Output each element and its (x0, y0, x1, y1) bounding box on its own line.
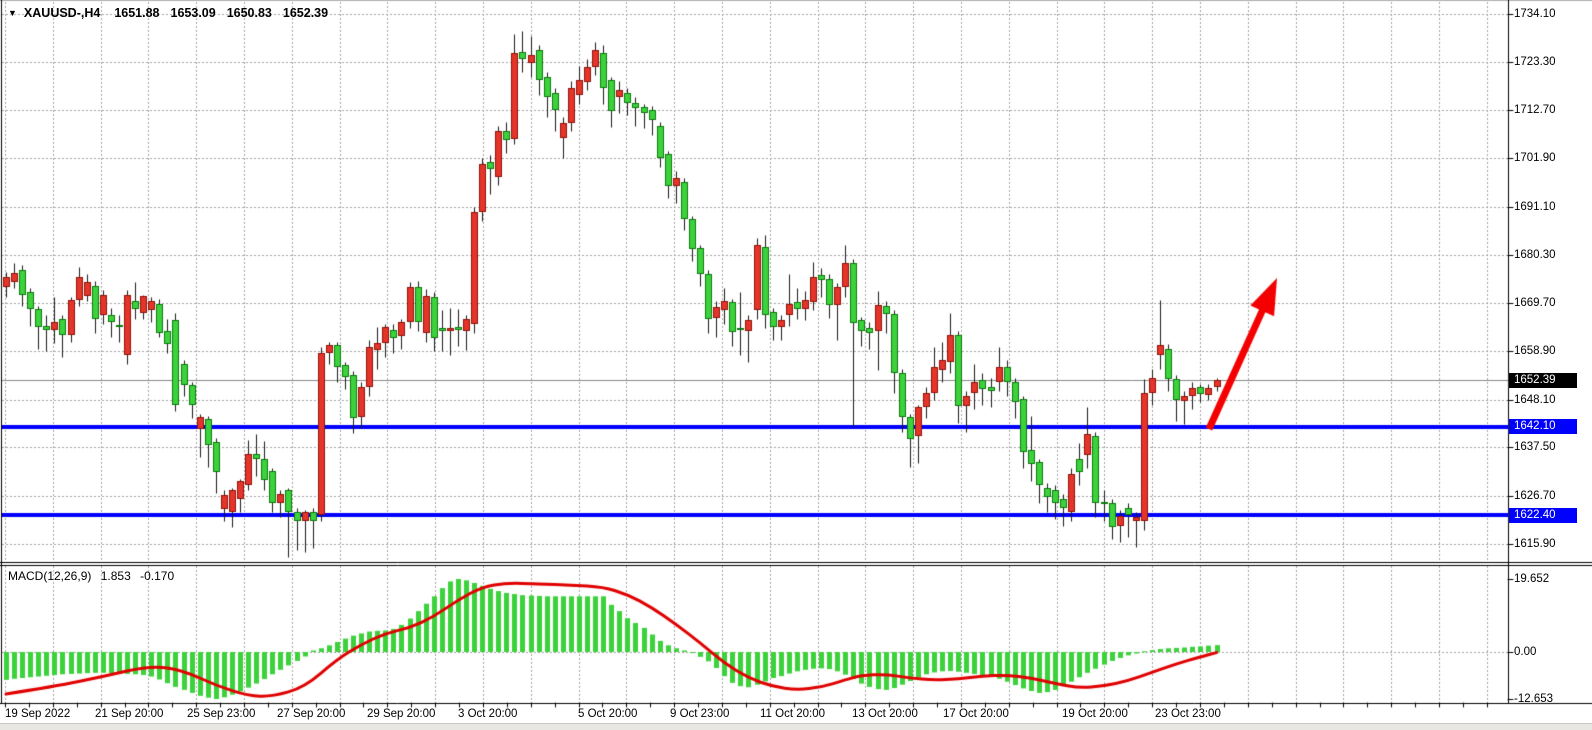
time-tick-label: 3 Oct 20:00 (458, 708, 518, 720)
ohlc-high-value: 1653.09 (170, 6, 216, 20)
time-tick-label: 29 Sep 20:00 (367, 708, 436, 720)
symbol-dropdown-icon[interactable]: ▼ (8, 8, 17, 18)
ohlc-low-value: 1650.83 (226, 6, 272, 20)
price-tick-label: 1669.70 (1514, 296, 1556, 309)
price-tick-label: 1637.50 (1514, 441, 1556, 454)
ohlc-open-value: 1651.88 (114, 6, 160, 20)
time-tick-label: 19 Sep 2022 (5, 708, 71, 720)
time-tick-label: 27 Sep 20:00 (277, 708, 346, 720)
window-bottom-edge (0, 723, 1592, 730)
chart-header: ▼ XAUUSD-,H4 1651.88 1653.09 1650.83 165… (8, 5, 339, 21)
price-tick-label: 1615.90 (1514, 538, 1556, 551)
price-tick-label: 1701.90 (1514, 152, 1556, 165)
time-tick-label: 9 Oct 23:00 (670, 708, 730, 720)
indicator-name: MACD(12,26,9) (8, 569, 92, 583)
price-tick-label: 1648.10 (1514, 393, 1556, 406)
resistance-level-price-box[interactable]: 1642.10 (1509, 419, 1577, 435)
time-tick-label: 21 Sep 20:00 (95, 708, 164, 720)
time-tick-label: 25 Sep 23:00 (187, 708, 256, 720)
time-tick-label: 11 Oct 20:00 (760, 708, 825, 720)
price-tick-label: 1723.30 (1514, 55, 1556, 68)
indicator-signal-value: -0.170 (140, 569, 175, 583)
price-tick-label: 1626.70 (1514, 489, 1556, 502)
indicator-label: MACD(12,26,9) 1.853 -0.170 (8, 569, 180, 583)
time-tick-label: 17 Oct 20:00 (943, 708, 1009, 720)
time-tick-label: 13 Oct 20:00 (852, 708, 918, 720)
price-tick-label: 1691.10 (1514, 200, 1556, 213)
macd-tick-label: 19.652 (1514, 573, 1550, 585)
time-tick-label: 23 Oct 23:00 (1155, 708, 1221, 720)
macd-tick-label: -12.653 (1514, 692, 1554, 705)
price-tick-label: 1680.30 (1514, 249, 1556, 262)
indicator-macd-value: 1.853 (100, 569, 131, 583)
symbol-timeframe-label: XAUUSD-,H4 (23, 6, 101, 20)
time-tick-label: 5 Oct 20:00 (578, 708, 638, 720)
price-tick-label: 1658.90 (1514, 345, 1556, 358)
price-tick-label: 1712.70 (1514, 103, 1556, 116)
macd-tick-label: 0.00 (1514, 646, 1537, 658)
time-tick-label: 19 Oct 20:00 (1062, 708, 1128, 720)
last-price-box: 1652.39 (1509, 372, 1577, 388)
price-tick-label: 1734.10 (1514, 7, 1556, 20)
ohlc-close-value: 1652.39 (282, 6, 329, 20)
support-level-price-box[interactable]: 1622.40 (1509, 507, 1577, 523)
